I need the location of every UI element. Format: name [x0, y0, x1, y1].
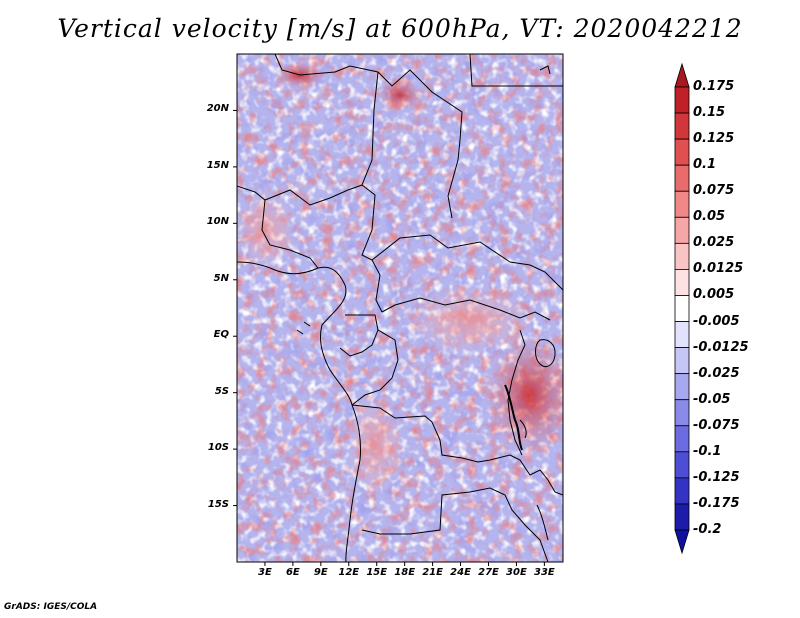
colorbar-label: 0.0125 — [693, 261, 744, 277]
field-hotspot-westcoast — [237, 190, 295, 270]
river-fragment — [539, 65, 551, 75]
colorbar-segment — [674, 451, 690, 479]
coastline — [237, 261, 361, 562]
lake-victoria — [535, 339, 556, 368]
colorbar-segment — [674, 503, 690, 531]
lon-label: 30E — [506, 567, 527, 578]
border-chad-cameroon — [361, 71, 383, 313]
lat-label: 5N — [213, 272, 229, 284]
colorbar-label: 0.15 — [693, 105, 726, 121]
lat-label: 10S — [207, 442, 229, 454]
colorbar-segment — [674, 477, 690, 505]
lake-tanganyika — [504, 384, 523, 451]
colorbar-label: 0.005 — [693, 287, 735, 303]
colorbar-label: 0.05 — [693, 209, 726, 225]
colorbar-segment — [674, 425, 690, 453]
lake-mweru — [519, 419, 527, 439]
lon-label: 12E — [338, 567, 360, 578]
lon-label: 3E — [258, 567, 272, 578]
velocity-field — [237, 54, 563, 562]
colorbar-segment — [674, 216, 690, 244]
colorbar-segment — [674, 321, 690, 348]
field-hotspot-angola — [345, 395, 405, 495]
colorbar-label: 0.025 — [693, 235, 735, 251]
lat-label: EQ — [213, 329, 229, 341]
colorbar-label: 0.075 — [693, 183, 735, 199]
lat-label: 20N — [206, 103, 229, 115]
field-hotspot-basin — [410, 285, 530, 355]
lon-ticks — [264, 562, 545, 566]
border-zambia — [361, 487, 549, 562]
country-borders — [237, 54, 563, 562]
colorbar — [674, 62, 690, 555]
colorbar-label: -0.025 — [693, 365, 740, 381]
lat-ticks — [233, 109, 237, 507]
colorbar-label: -0.2 — [693, 522, 722, 537]
lon-label: 27E — [478, 567, 499, 578]
lon-label: 33E — [533, 567, 555, 578]
border-north — [274, 54, 463, 219]
border-gabon — [339, 314, 379, 357]
colorbar-segment — [674, 347, 690, 375]
field-hotspot-lakes — [485, 335, 563, 455]
colorbar-segment — [674, 112, 690, 140]
border-car-south — [381, 297, 551, 321]
colorbar-label: -0.05 — [693, 391, 731, 407]
islands-bioko — [296, 321, 311, 335]
colorbar-segment — [674, 295, 690, 322]
border-congo — [351, 329, 399, 406]
colorbar-label: -0.075 — [693, 417, 740, 433]
colorbar-segment — [674, 242, 690, 270]
border-northeast — [469, 54, 563, 87]
lon-label: 18E — [394, 567, 416, 578]
map-frame — [236, 53, 564, 563]
colorbar-segment — [674, 164, 690, 192]
border-sahel — [237, 184, 363, 206]
colorbar-label: -0.005 — [693, 313, 740, 329]
colorbar-label: -0.125 — [693, 469, 740, 485]
lon-label: 9E — [313, 567, 328, 578]
colorbar-segment — [674, 373, 690, 401]
lat-label: 5S — [214, 385, 229, 397]
colorbar-segment — [674, 138, 690, 166]
border-westafrica — [261, 199, 319, 269]
border-car-north — [371, 234, 563, 291]
grads-credit: GrADS: IGES/COLA — [4, 602, 98, 612]
lon-label: 15E — [366, 567, 388, 578]
lon-label: 6E — [285, 567, 300, 578]
lake-malawi — [536, 504, 549, 541]
lat-label: 15S — [207, 498, 229, 510]
colorbar-label: -0.175 — [693, 495, 740, 511]
colorbar-label: -0.1 — [693, 443, 722, 459]
colorbar-segment — [674, 190, 690, 218]
colorbar-segment — [674, 269, 690, 296]
colorbar-top-arrow — [674, 62, 690, 88]
colorbar-label: -0.0125 — [693, 339, 749, 355]
map-title: Vertical velocity [m/s] at 600hPa, VT: 2… — [57, 14, 743, 43]
border-drc-angola — [351, 404, 563, 496]
lat-label: 15N — [206, 159, 229, 171]
lon-label: 21E — [422, 567, 443, 578]
colorbar-label: 0.175 — [693, 79, 735, 94]
lat-label: 10N — [206, 216, 229, 228]
border-great-lakes — [507, 329, 526, 456]
colorbar-segment — [674, 399, 690, 427]
colorbar-label: 0.1 — [693, 157, 717, 173]
colorbar-segment — [674, 86, 690, 114]
colorbar-label: 0.125 — [693, 131, 735, 147]
lon-label: 24E — [450, 567, 471, 578]
colorbar-bottom-arrow — [674, 529, 690, 555]
field-hotspot-north2 — [378, 79, 422, 111]
